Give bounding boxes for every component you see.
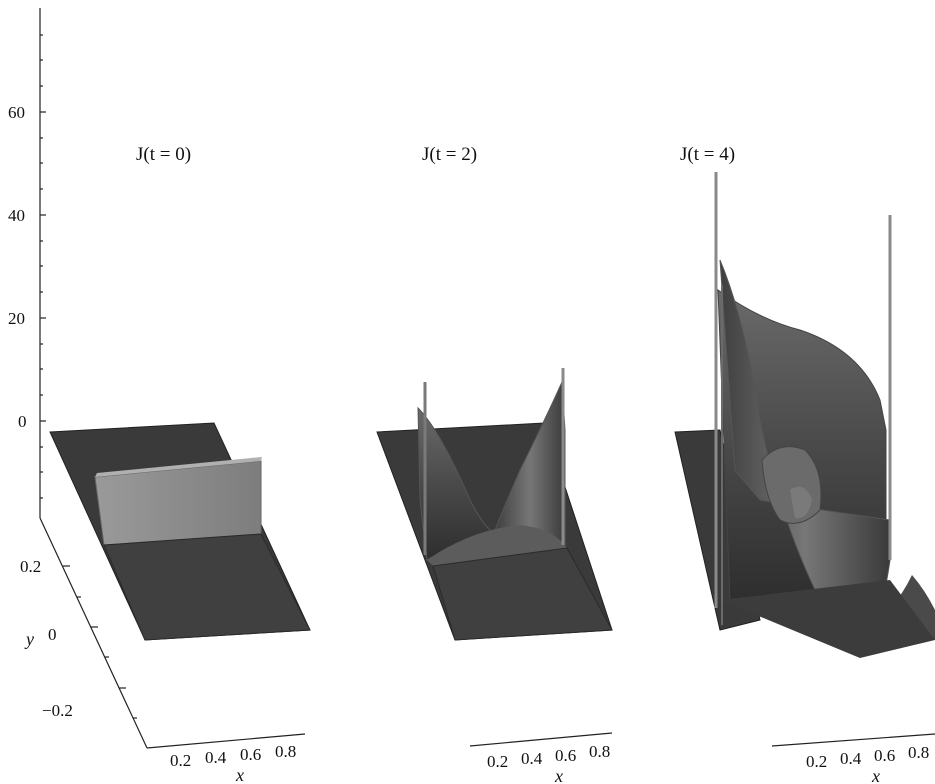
surface-front	[103, 533, 311, 641]
surface-panel-t2	[376, 368, 613, 641]
x-axis-panel-2: 0.2 0.4 0.6 0.8 x	[469, 732, 613, 784]
x-tick-label: 0.6	[874, 746, 895, 765]
z-tick-label: 0	[18, 412, 27, 431]
x-axis-panel-1: 0.2 0.4 0.6 0.8 x	[146, 733, 306, 784]
surface-floor	[720, 580, 935, 658]
panel-title-t4: J(t = 4)	[680, 144, 735, 165]
x-tick-label: 0.6	[240, 745, 261, 764]
x-tick-label: 0.8	[275, 742, 296, 761]
y-tick-label: 0	[48, 625, 57, 644]
x-tick-label: 0.2	[806, 752, 827, 771]
z-tick-label: 20	[8, 309, 25, 328]
wall-top-edge	[95, 457, 262, 477]
x-tick-label: 0.2	[487, 752, 508, 771]
x-tick-label: 0.4	[840, 749, 862, 768]
z-axis: 60 40 20 0	[8, 8, 46, 518]
x-axis-title: x	[554, 766, 563, 784]
x-axis-title: x	[871, 766, 880, 784]
x-tick-label: 0.8	[908, 743, 929, 762]
x-axis-panel-3: 0.2 0.4 0.6 0.8 x	[771, 733, 935, 784]
y-axis-title: y	[24, 629, 34, 649]
x-tick-label: 0.8	[589, 742, 610, 761]
panel-title-t2: J(t = 2)	[422, 144, 477, 165]
inner-lobe-small	[790, 486, 812, 519]
x-tick-label: 0.2	[170, 751, 191, 770]
surface-panel-t0	[49, 422, 311, 641]
z-tick-label: 60	[8, 103, 25, 122]
y-tick-label: 0.2	[20, 557, 41, 576]
y-axis: 0.2 0 −0.2 y	[20, 517, 148, 749]
x-tick-label: 0.4	[521, 749, 543, 768]
y-tick-label: −0.2	[42, 701, 73, 720]
x-tick-label: 0.4	[205, 748, 227, 767]
surface-panel-t4	[674, 172, 935, 658]
surface-front	[432, 547, 613, 641]
folded-sheet-bottom	[427, 525, 567, 566]
x-tick-label: 0.6	[555, 746, 576, 765]
x-axis-title: x	[235, 765, 244, 784]
panel-title-t0: J(t = 0)	[136, 144, 191, 165]
z-tick-label: 40	[8, 206, 25, 225]
